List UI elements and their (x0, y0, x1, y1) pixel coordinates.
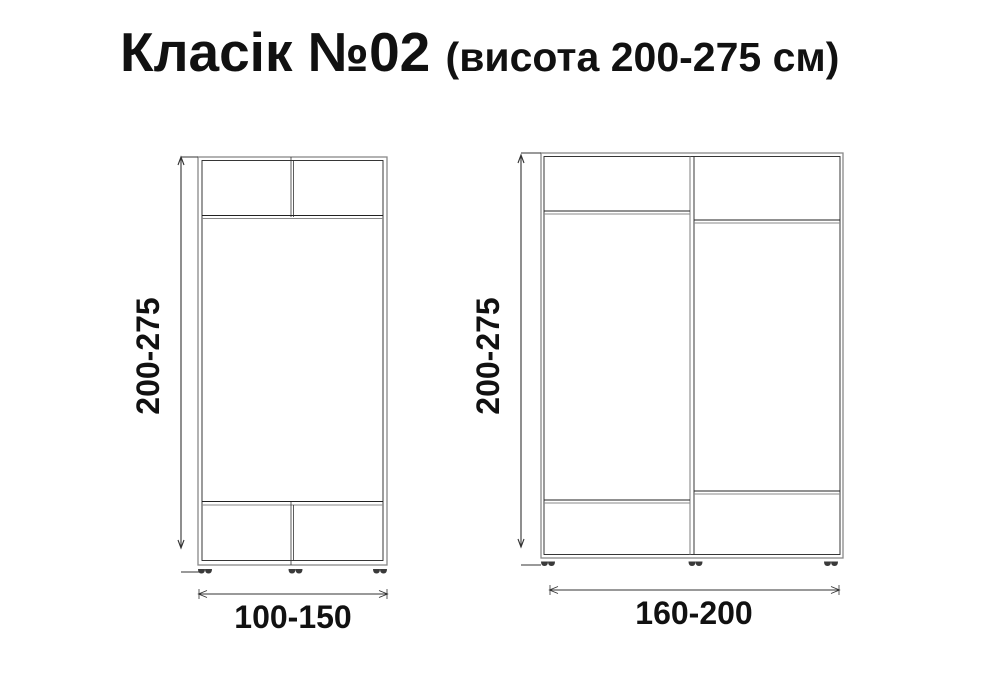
svg-text:200-275: 200-275 (470, 297, 506, 414)
svg-text:160-200: 160-200 (635, 595, 752, 631)
svg-text:200-275: 200-275 (130, 297, 166, 414)
svg-text:100-150: 100-150 (234, 599, 351, 635)
